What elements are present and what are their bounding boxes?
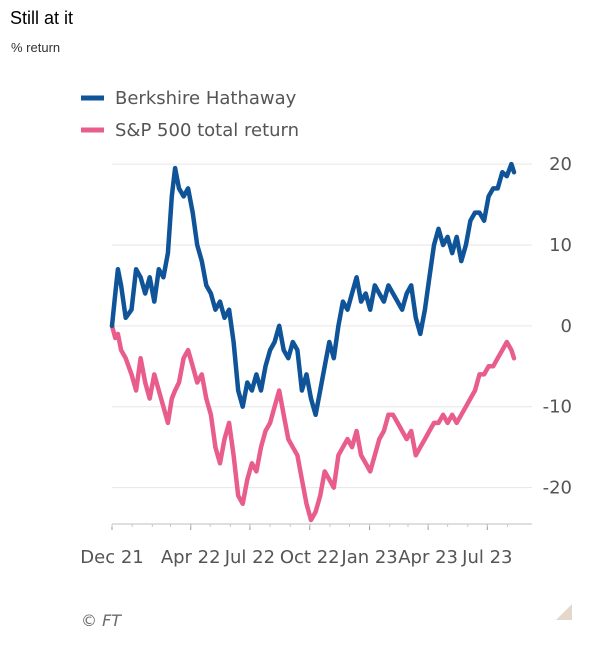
line-chart: Berkshire Hathaway S&P 500 total return D… xyxy=(80,88,572,568)
x-tick-label: Apr 23 xyxy=(398,547,458,568)
x-tick-label: Jan 23 xyxy=(340,547,397,568)
legend: Berkshire Hathaway S&P 500 total return xyxy=(81,88,299,141)
source-credit: © FT xyxy=(81,611,122,630)
legend-label: S&P 500 total return xyxy=(115,120,299,141)
series-line-sp500 xyxy=(109,323,517,523)
y-tick-label: -20 xyxy=(543,478,572,499)
gridlines xyxy=(112,163,532,489)
x-tick-label: Apr 22 xyxy=(161,547,221,568)
x-axis: Dec 21 Apr 22 Jul 22 Oct 22 Jan 23 Apr 23 Jul … xyxy=(80,523,532,568)
legend-label: Berkshire Hathaway xyxy=(115,88,297,109)
series-line-berkshire-hathaway xyxy=(109,161,517,418)
series-lines xyxy=(109,161,517,523)
y-tick-label: 0 xyxy=(561,316,572,337)
x-tick-label: Oct 22 xyxy=(280,547,340,568)
chart-title: Still at it xyxy=(10,8,74,28)
x-tick-label: Dec 21 xyxy=(80,547,143,568)
y-axis: 20 10 0 -10 -20 xyxy=(543,154,572,499)
resize-corner-icon xyxy=(556,604,572,620)
y-tick-label: 20 xyxy=(549,154,572,175)
x-tick-label: Jul 22 xyxy=(224,547,275,568)
y-tick-label: 10 xyxy=(549,235,572,256)
chart-subtitle: % return xyxy=(11,40,61,55)
x-tick-label: Jul 23 xyxy=(461,547,512,568)
y-tick-label: -10 xyxy=(543,397,572,418)
